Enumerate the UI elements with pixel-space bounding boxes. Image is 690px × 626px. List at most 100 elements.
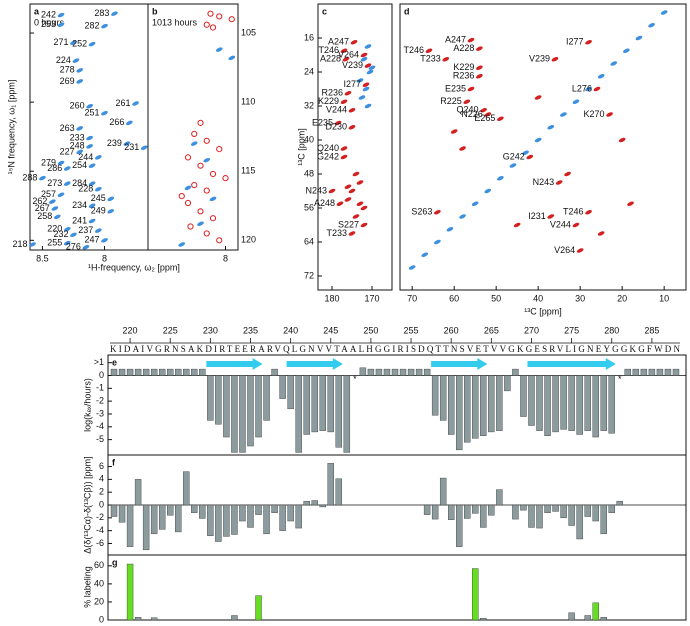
bar	[126, 504, 134, 547]
peak-label: 220	[47, 224, 62, 234]
peak-label: V264	[554, 245, 575, 255]
peak	[222, 175, 229, 182]
peak	[648, 23, 655, 28]
x-tick-label: 40	[533, 293, 543, 303]
peak	[178, 193, 185, 200]
peak-label: 254	[72, 160, 87, 170]
peak-label: A228	[453, 43, 474, 53]
bar	[600, 617, 607, 621]
peak	[360, 57, 368, 62]
peak	[526, 154, 534, 160]
peak-label: R225	[440, 96, 462, 106]
peak-label: V244	[326, 105, 347, 115]
y-tick-label: 64	[304, 236, 314, 246]
bar	[423, 368, 431, 376]
peak-label: R236	[321, 88, 343, 98]
bar	[223, 504, 230, 537]
peak	[356, 78, 364, 83]
y-tick-label: -3	[96, 408, 104, 418]
bar	[175, 504, 182, 533]
peak	[484, 188, 492, 194]
bar	[335, 478, 343, 506]
peak	[344, 91, 352, 96]
bar	[552, 375, 559, 433]
x-tick-label: 170	[364, 293, 379, 303]
peak-label: N243	[533, 177, 555, 187]
bar	[255, 595, 262, 621]
peak	[585, 210, 592, 215]
bar	[447, 504, 455, 520]
bar	[512, 504, 519, 520]
peak	[618, 137, 626, 143]
x-tick-label: 30	[575, 293, 585, 303]
peak	[70, 232, 77, 238]
x-tick-label: 20	[617, 293, 627, 303]
peak	[340, 146, 348, 151]
bar	[118, 368, 126, 376]
peak	[70, 40, 77, 45]
peak	[356, 201, 364, 206]
peak	[635, 35, 643, 41]
peak	[434, 210, 441, 215]
bar	[191, 504, 198, 513]
bar	[239, 504, 246, 522]
peak	[497, 176, 504, 181]
y-tick-label: 4	[99, 474, 104, 484]
x-tick-label: 60	[449, 293, 459, 303]
bar	[512, 368, 519, 376]
peak-label: 279	[41, 157, 56, 167]
peak	[187, 223, 194, 230]
peak	[184, 154, 192, 161]
bar	[295, 504, 302, 529]
peak	[72, 58, 80, 63]
peak	[467, 86, 475, 92]
peak	[476, 46, 483, 51]
x-tick-label: 70	[407, 293, 417, 303]
bar	[568, 375, 575, 431]
bar	[464, 375, 471, 443]
bar	[447, 375, 455, 435]
bar	[568, 612, 575, 621]
peak	[178, 242, 186, 247]
bar	[399, 368, 407, 376]
residue-tick-label: 245	[323, 325, 338, 335]
peak	[509, 163, 517, 168]
bar	[319, 504, 326, 508]
peak	[88, 163, 96, 168]
peak	[350, 40, 358, 45]
peak	[497, 116, 504, 121]
peak	[476, 74, 483, 79]
peak	[107, 196, 115, 202]
x-tick-label: 8.5	[36, 253, 49, 263]
y-tick-label: 48	[304, 168, 314, 178]
panel-label: g	[112, 557, 118, 567]
peak-label: 253	[41, 19, 56, 29]
peak-label: 260	[70, 101, 85, 111]
x-tick-label: 10	[659, 293, 669, 303]
peak	[623, 48, 630, 53]
bar	[456, 375, 463, 451]
bar	[456, 504, 463, 547]
y-tick-label: -6	[96, 538, 104, 548]
peak-label: A228	[320, 54, 341, 64]
bar	[423, 504, 431, 515]
peak	[342, 57, 350, 62]
peak	[334, 120, 342, 126]
bar	[431, 375, 439, 416]
peak	[328, 188, 336, 194]
y-tick-label: 0	[99, 370, 104, 380]
peak	[442, 57, 450, 62]
panel-label: c	[322, 6, 327, 16]
peak	[534, 137, 542, 143]
peak-label: I231	[528, 211, 546, 221]
y-tick-label: >1	[94, 357, 104, 367]
bar	[359, 367, 367, 376]
peak	[76, 126, 84, 131]
peak-label: G242	[317, 151, 339, 161]
peak	[57, 192, 65, 197]
bar	[560, 504, 567, 519]
peak	[660, 10, 668, 15]
bar	[150, 368, 158, 376]
peak-label: 231	[124, 142, 139, 152]
peak	[126, 120, 133, 126]
